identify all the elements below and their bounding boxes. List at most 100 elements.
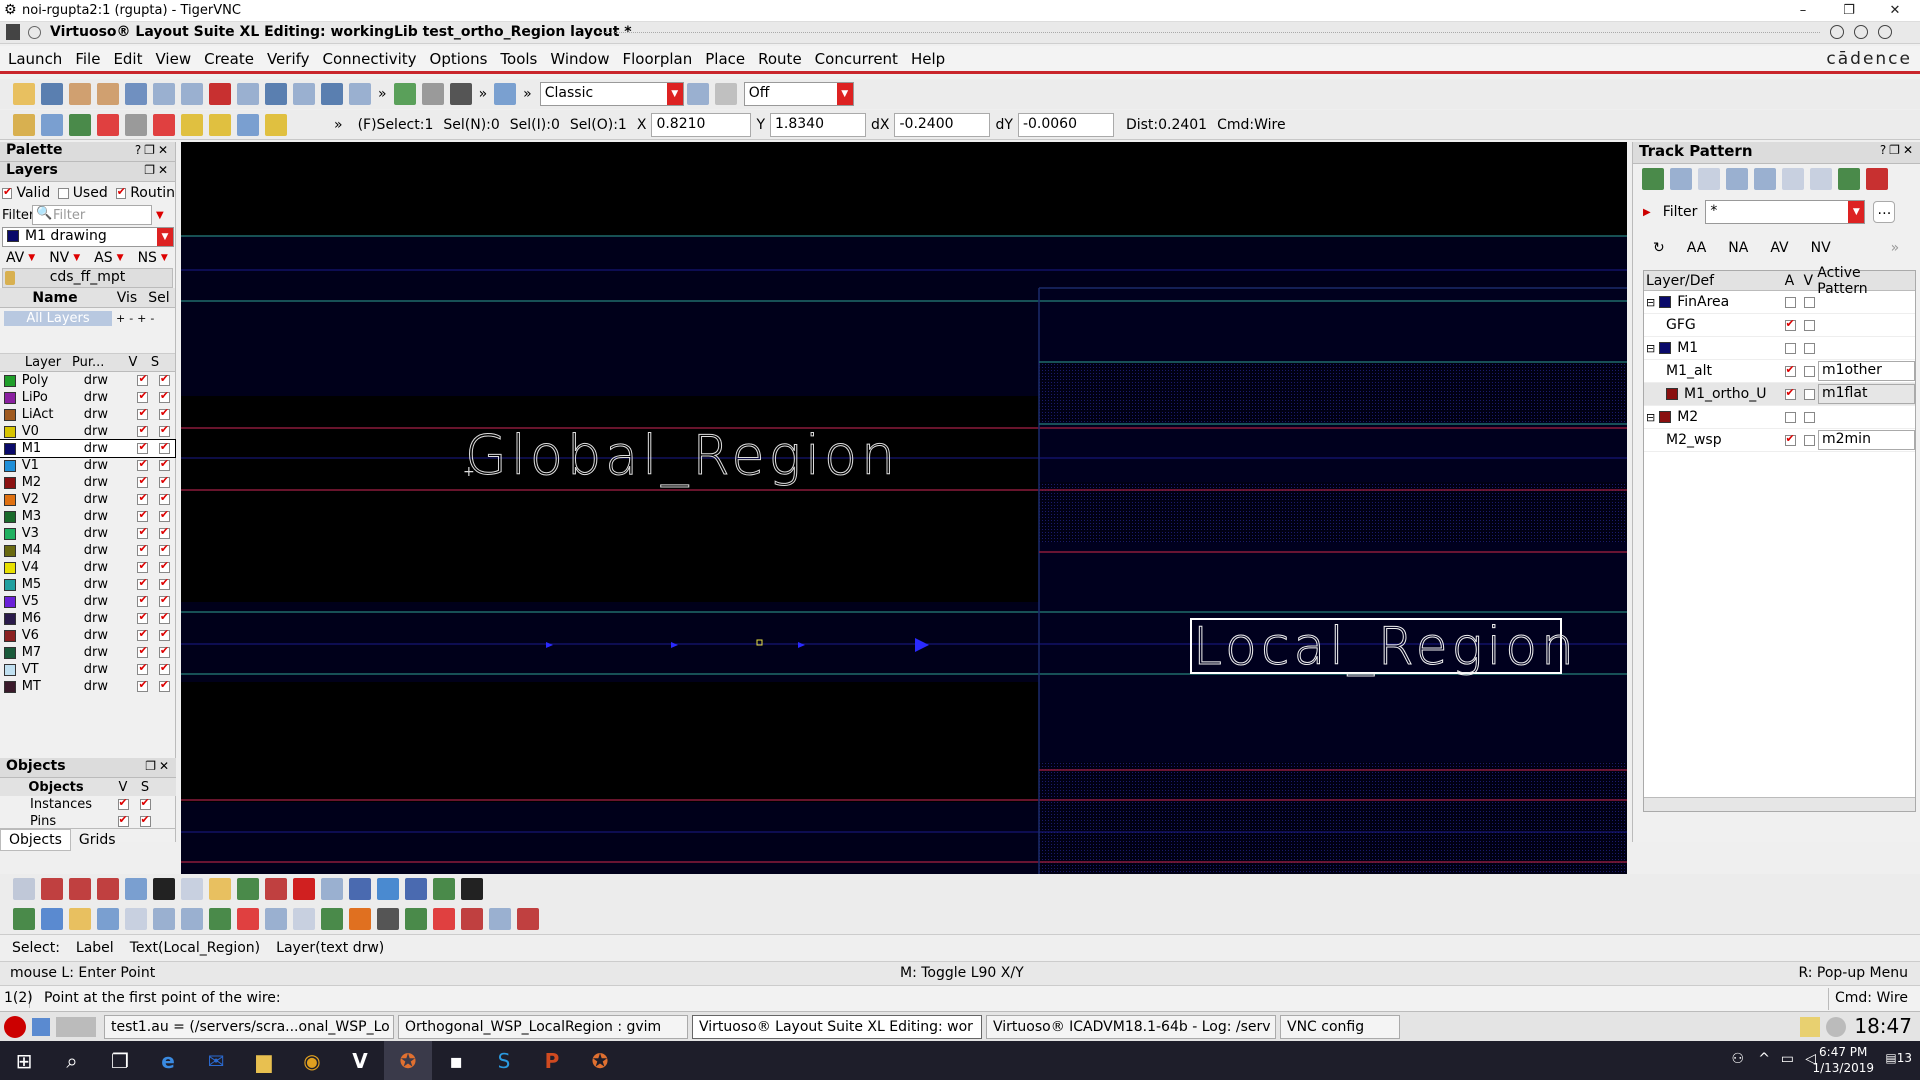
layer-row[interactable]: V5 drw	[0, 593, 175, 610]
layer-row[interactable]: M5 drw	[0, 576, 175, 593]
align-icon[interactable]	[293, 83, 315, 105]
tool-icon[interactable]	[349, 908, 371, 930]
layer-selectable-checkbox[interactable]	[158, 576, 170, 590]
region-icon[interactable]	[1726, 168, 1748, 190]
tool-icon[interactable]	[517, 908, 539, 930]
layer-visible-checkbox[interactable]	[137, 610, 149, 624]
v-column[interactable]: V	[1803, 272, 1814, 289]
layer-visible-checkbox[interactable]	[137, 457, 149, 471]
windows-start-icon[interactable]: ⊞	[15, 1048, 33, 1073]
minimize-button[interactable]: –	[1799, 3, 1807, 18]
wire-start-point[interactable]	[756, 639, 763, 646]
active-pattern-column[interactable]: Active Pattern	[1817, 264, 1868, 297]
x-field[interactable]: 0.8210	[651, 112, 752, 137]
tab-grids[interactable]: Grids	[78, 831, 116, 848]
refresh-icon[interactable]	[321, 83, 343, 105]
all-layers-row[interactable]: All Layers +-+-	[0, 308, 175, 328]
title-restore-icon[interactable]	[1854, 25, 1868, 39]
abc-icon[interactable]	[421, 83, 444, 105]
tool-icon[interactable]	[181, 878, 203, 900]
track-active-checkbox[interactable]	[1784, 363, 1796, 377]
tool-icon[interactable]	[125, 878, 147, 900]
maximize-button[interactable]: ❐	[1843, 3, 1855, 18]
layer-visible-checkbox[interactable]	[137, 423, 149, 437]
track-visible-checkbox[interactable]	[1803, 411, 1815, 423]
tigervnc-icon[interactable]: ✪	[384, 1041, 432, 1080]
layer-selectable-checkbox[interactable]	[158, 372, 170, 386]
expand-icon[interactable]: ▶	[1643, 206, 1651, 218]
av-button[interactable]: AV	[1770, 240, 1789, 256]
tool-icon[interactable]	[405, 878, 427, 900]
layer-visible-checkbox[interactable]	[137, 644, 149, 658]
menu-create[interactable]: Create	[204, 49, 254, 68]
track-filter-select[interactable]: * ▼	[1705, 200, 1866, 224]
tab-objects[interactable]: Objects	[0, 828, 71, 851]
valid-checkbox[interactable]	[2, 185, 13, 199]
snap-pattern-icon[interactable]	[1754, 168, 1776, 190]
vnc-viewer-icon[interactable]: V	[352, 1048, 368, 1073]
copy-icon[interactable]	[153, 83, 175, 105]
refresh-icon[interactable]: ↻	[1653, 240, 1665, 256]
chrome-icon[interactable]: ◉	[303, 1048, 321, 1073]
menu-help[interactable]: Help	[910, 49, 946, 68]
ruler-icon[interactable]	[153, 113, 175, 136]
layer-selectable-checkbox[interactable]	[158, 661, 170, 675]
layer-selectable-checkbox[interactable]	[158, 474, 170, 488]
local-region-selection[interactable]	[1190, 618, 1562, 674]
tree-expander-icon[interactable]: ⊟	[1646, 341, 1656, 355]
title-close-icon[interactable]	[1878, 25, 1892, 39]
layer-selectable-checkbox[interactable]	[158, 559, 170, 573]
tool-icon[interactable]	[209, 908, 231, 930]
tool-icon[interactable]	[237, 908, 259, 930]
object-row[interactable]: Pins	[0, 813, 176, 828]
file-explorer-icon[interactable]: ▆	[256, 1048, 272, 1073]
tool-icon[interactable]	[489, 908, 511, 930]
place-icon[interactable]	[393, 83, 416, 105]
layer-selectable-checkbox[interactable]	[158, 678, 170, 692]
search-icon[interactable]: ⌕	[66, 1048, 78, 1073]
layer-row[interactable]: V6 drw	[0, 627, 175, 644]
search-icon[interactable]	[494, 83, 517, 105]
track-tree-row[interactable]: ⊟ M1	[1644, 337, 1915, 360]
dy-field[interactable]: -0.0060	[1017, 112, 1114, 137]
layer-row[interactable]: M3 drw	[0, 508, 175, 525]
select-pattern-icon[interactable]	[1670, 168, 1692, 190]
nv-button[interactable]: NV	[1810, 240, 1831, 256]
menu-file[interactable]: File	[75, 49, 101, 68]
tool-icon[interactable]	[69, 878, 91, 900]
dx-field[interactable]: -0.2400	[894, 112, 991, 137]
menu-route[interactable]: Route	[758, 49, 802, 68]
current-layer-select[interactable]: M1 drawing ▼	[2, 227, 174, 247]
layer-filter-input[interactable]: 🔍 Filter	[32, 205, 152, 225]
layer-row[interactable]: LiPo drw	[0, 389, 175, 406]
track-tree-row[interactable]: ⊟ FinArea	[1644, 291, 1915, 314]
layer-row[interactable]: M7 drw	[0, 644, 175, 661]
save-icon[interactable]	[41, 83, 63, 105]
layer-visible-checkbox[interactable]	[137, 372, 149, 386]
purpose-column[interactable]: Pur...	[72, 355, 105, 370]
layer-selectable-checkbox[interactable]	[158, 389, 170, 403]
track-scrollbar[interactable]	[1644, 797, 1915, 811]
skype-icon[interactable]: S	[497, 1048, 511, 1073]
filter-dropdown-icon[interactable]: ▼	[156, 209, 164, 221]
tool-icon[interactable]	[153, 878, 175, 900]
folder-icon[interactable]	[1800, 1017, 1820, 1037]
track-active-checkbox[interactable]	[1784, 411, 1796, 423]
tool-icon[interactable]	[377, 878, 399, 900]
tool-icon[interactable]	[293, 908, 315, 930]
tool-icon[interactable]	[265, 908, 287, 930]
toolbar-more-3[interactable]: »	[523, 86, 532, 102]
tool-icon[interactable]	[433, 908, 455, 930]
tool-icon[interactable]	[209, 878, 231, 900]
report-icon[interactable]	[1838, 168, 1860, 190]
vnc-task-item[interactable]: Virtuoso® ICADVM18.1-64b - Log: /serv	[986, 1014, 1276, 1039]
outlook-icon[interactable]: ✉	[207, 1048, 225, 1073]
tool-icon[interactable]	[13, 878, 35, 900]
object-visible-checkbox[interactable]	[117, 813, 129, 827]
track-active-checkbox[interactable]	[1784, 386, 1796, 400]
layer-row[interactable]: M4 drw	[0, 542, 175, 559]
menu-launch[interactable]: Launch	[8, 49, 63, 68]
track-more[interactable]: »	[1890, 240, 1900, 256]
tool-icon[interactable]	[349, 878, 371, 900]
crosshair-icon[interactable]	[97, 113, 119, 136]
